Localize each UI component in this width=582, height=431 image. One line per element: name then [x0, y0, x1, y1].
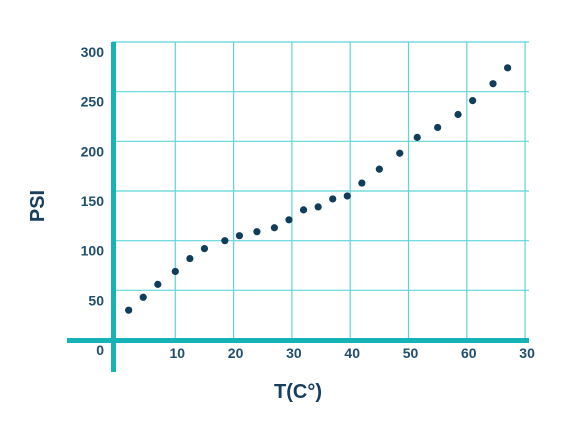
- data-point: [139, 293, 147, 301]
- data-point: [434, 123, 442, 132]
- axes: [67, 42, 529, 372]
- data-point: [504, 64, 512, 72]
- y-tick-label: 50: [88, 292, 104, 308]
- data-point: [489, 80, 497, 88]
- data-point: [154, 280, 162, 288]
- y-tick-label: 300: [81, 44, 105, 60]
- x-tick-label: 60: [461, 345, 477, 361]
- x-axis-label: T(C°): [274, 381, 322, 403]
- data-point: [375, 165, 383, 173]
- data-point: [125, 306, 133, 314]
- data-point: [413, 133, 421, 141]
- y-tick-label: 150: [81, 193, 105, 209]
- data-point: [396, 149, 404, 157]
- x-tick-label: 30: [519, 345, 535, 361]
- data-point: [299, 206, 308, 214]
- data-point: [200, 245, 209, 253]
- y-axis-label: PSI: [27, 190, 49, 222]
- grid-lines: [112, 41, 529, 340]
- x-tick-label: 20: [228, 345, 244, 361]
- data-point: [186, 254, 194, 263]
- x-tick-labels: 10 20 30 40 50 60 30: [170, 345, 536, 361]
- data-point: [454, 110, 462, 119]
- data-point: [270, 224, 279, 232]
- data-point: [469, 97, 477, 105]
- y-tick-label: 200: [81, 143, 105, 159]
- data-point: [343, 192, 351, 200]
- x-tick-label: 30: [286, 345, 302, 361]
- y-tick-label: 0: [96, 342, 104, 358]
- data-point: [314, 203, 322, 211]
- data-point: [253, 228, 261, 236]
- x-tick-label: 10: [170, 345, 186, 361]
- y-tick-label: 100: [81, 243, 105, 259]
- y-tick-label: 250: [81, 94, 105, 110]
- data-point: [285, 216, 293, 224]
- data-point: [235, 232, 244, 240]
- data-point: [329, 195, 337, 203]
- x-tick-label: 40: [344, 345, 360, 361]
- data-point: [358, 179, 366, 187]
- data-points: [125, 64, 512, 314]
- y-tick-labels: 0 50 100 150 200 250 300: [81, 44, 105, 358]
- x-tick-label: 50: [403, 345, 419, 361]
- data-point: [221, 237, 229, 245]
- data-point: [171, 267, 179, 276]
